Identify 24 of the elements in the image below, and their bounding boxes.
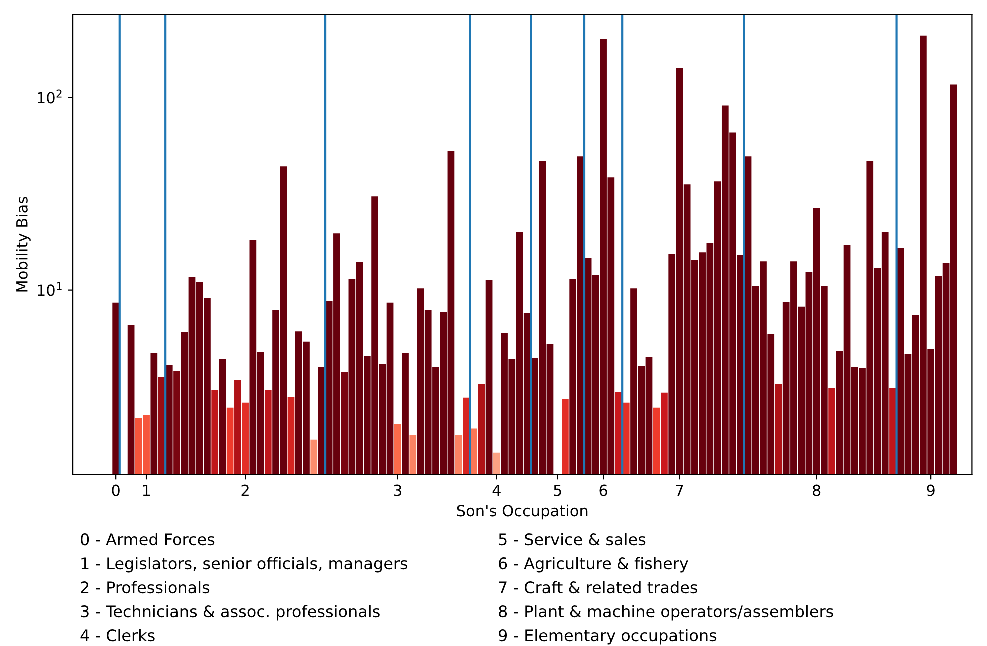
text: 1 - Legislators, senior officials, managers	[82, 557, 408, 573]
x-tick-label: 4	[492, 485, 501, 496]
y-tick-label: 10$^{1}$	[38, 282, 62, 296]
text: 2 - Professionals	[81, 581, 210, 594]
y-tick-label: 10$^{2}$	[38, 90, 62, 104]
x-tick-label: 7	[676, 485, 684, 496]
text: 0 - Armed Forces	[81, 533, 215, 546]
text: 8 - Plant & machine operators/assemblers	[499, 605, 834, 621]
text: 3 - Technicians & assoc. professionals	[81, 605, 380, 621]
x-tick-label: 8	[812, 484, 821, 496]
x-tick-label: 5	[554, 485, 562, 496]
x-tick-label: 2	[242, 484, 249, 496]
text: 5 - Service & sales	[499, 533, 646, 546]
x-tick-label: 0	[112, 484, 120, 496]
text: 9 - Elementary occupations	[499, 629, 717, 645]
text: 4 - Clerks	[80, 629, 155, 642]
x-tick-label: 3	[394, 484, 402, 496]
x-tick-label: 9	[927, 484, 935, 496]
y-axis-title: Mobility Bias	[16, 197, 31, 292]
x-tick-label: 6	[600, 484, 608, 496]
x-tick-label: 1	[143, 485, 150, 496]
text: 6 - Agriculture & fishery	[499, 557, 688, 573]
x-axis-title: Son's Occupation	[457, 504, 588, 520]
text: 7 - Craft & related trades	[499, 581, 698, 594]
